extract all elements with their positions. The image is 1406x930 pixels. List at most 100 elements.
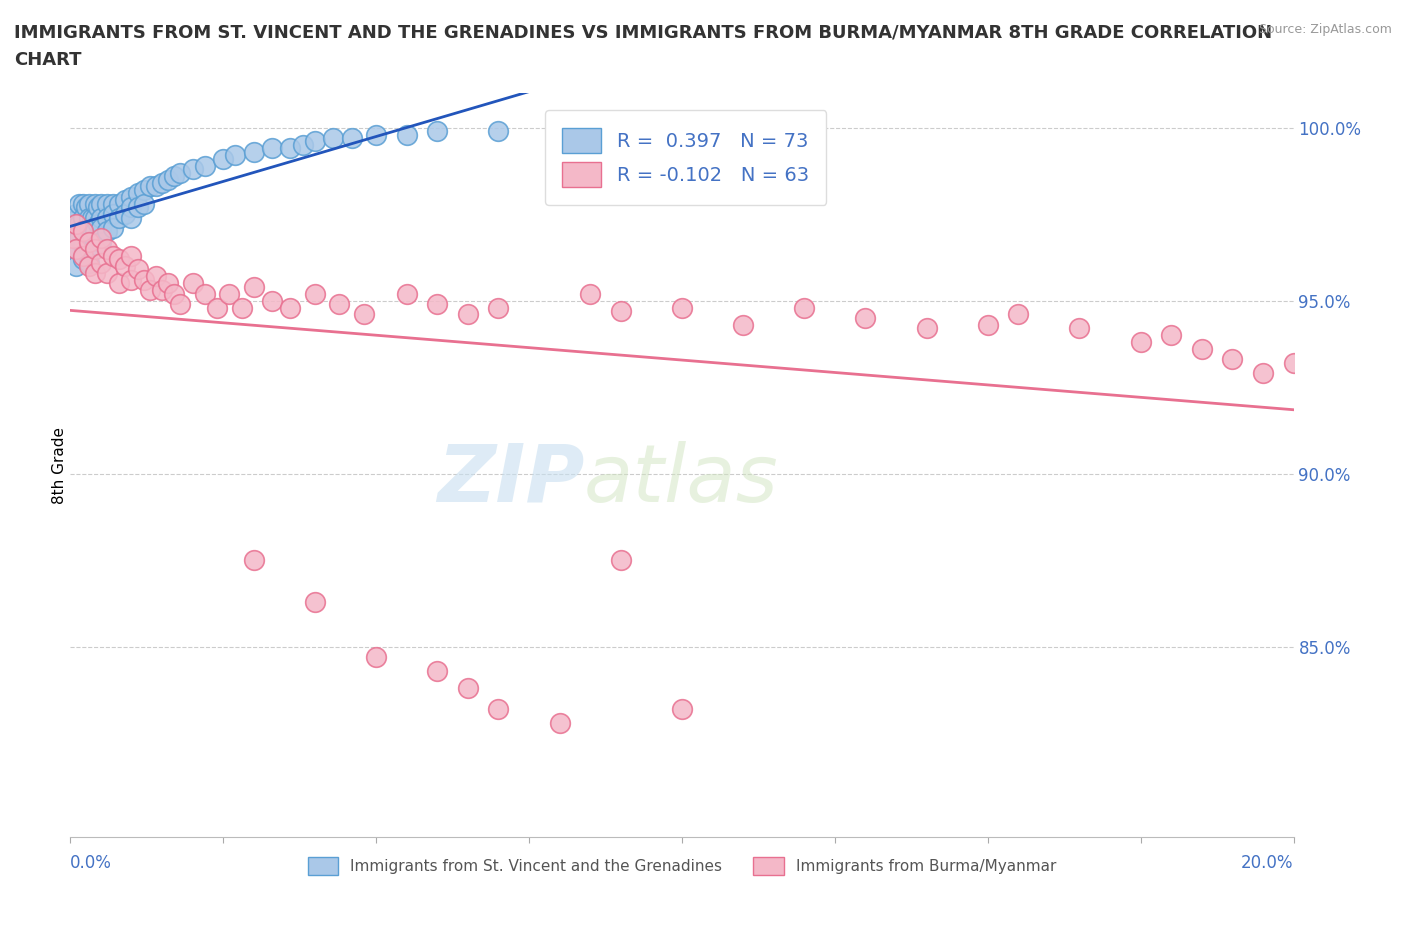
Point	[1344, 377, 1367, 392]
Point	[169, 297, 191, 312]
Point	[157, 276, 180, 291]
Point	[304, 594, 326, 609]
Point	[127, 262, 149, 277]
Point	[1007, 307, 1029, 322]
Point	[80, 228, 103, 243]
Point	[139, 283, 162, 298]
Point	[77, 234, 100, 249]
Point	[96, 224, 118, 239]
Point	[77, 259, 100, 273]
Point	[353, 307, 375, 322]
Point	[83, 241, 105, 256]
Point	[1313, 365, 1336, 380]
Point	[127, 200, 149, 215]
Point	[548, 715, 571, 730]
Text: 0.0%: 0.0%	[70, 855, 112, 872]
Point	[121, 248, 143, 263]
Point	[69, 231, 91, 246]
Point	[108, 252, 131, 267]
Point	[671, 300, 693, 315]
Point	[83, 210, 105, 225]
Point	[132, 196, 155, 211]
Point	[1191, 341, 1213, 356]
Point	[65, 241, 87, 256]
Text: CHART: CHART	[14, 51, 82, 69]
Point	[90, 210, 112, 225]
Point	[457, 307, 479, 322]
Point	[231, 300, 253, 315]
Point	[65, 206, 87, 221]
Text: 20.0%: 20.0%	[1241, 855, 1294, 872]
Point	[212, 152, 235, 166]
Point	[108, 196, 131, 211]
Point	[65, 259, 87, 273]
Point	[488, 701, 510, 716]
Point	[121, 200, 143, 215]
Point	[83, 224, 105, 239]
Point	[101, 196, 124, 211]
Point	[96, 210, 118, 225]
Text: atlas: atlas	[583, 441, 779, 519]
Text: ZIP: ZIP	[437, 441, 583, 519]
Point	[366, 650, 388, 665]
Text: IMMIGRANTS FROM ST. VINCENT AND THE GRENADINES VS IMMIGRANTS FROM BURMA/MYANMAR : IMMIGRANTS FROM ST. VINCENT AND THE GREN…	[14, 23, 1272, 41]
Point	[426, 297, 449, 312]
Point	[291, 138, 314, 153]
Point	[194, 158, 217, 173]
Point	[304, 286, 326, 301]
Point	[304, 134, 326, 149]
Point	[90, 220, 112, 235]
Point	[366, 127, 388, 142]
Point	[96, 265, 118, 280]
Point	[976, 317, 998, 332]
Point	[75, 200, 97, 215]
Point	[262, 293, 284, 308]
Point	[395, 286, 418, 301]
Point	[83, 196, 105, 211]
Point	[69, 217, 91, 232]
Point	[1251, 365, 1274, 380]
Point	[69, 196, 91, 211]
Point	[262, 141, 284, 156]
Point	[243, 144, 266, 159]
Point	[83, 238, 105, 253]
Point	[280, 300, 302, 315]
Point	[90, 255, 112, 270]
Point	[163, 286, 186, 301]
Point	[77, 231, 100, 246]
Point	[157, 172, 180, 187]
Point	[65, 241, 87, 256]
Point	[127, 186, 149, 201]
Point	[548, 124, 571, 139]
Point	[96, 196, 118, 211]
Point	[163, 168, 186, 183]
Point	[280, 141, 302, 156]
Point	[101, 220, 124, 235]
Point	[72, 210, 94, 225]
Point	[488, 300, 510, 315]
Point	[1069, 321, 1091, 336]
Point	[224, 148, 246, 163]
Point	[72, 248, 94, 263]
Point	[121, 272, 143, 287]
Y-axis label: 8th Grade: 8th Grade	[52, 427, 66, 503]
Point	[243, 552, 266, 567]
Point	[340, 130, 363, 145]
Point	[114, 206, 136, 221]
Point	[426, 663, 449, 678]
Point	[65, 224, 87, 239]
Point	[72, 196, 94, 211]
Point	[96, 241, 118, 256]
Point	[488, 124, 510, 139]
Point	[145, 179, 167, 193]
Point	[62, 214, 84, 229]
Point	[77, 241, 100, 256]
Point	[65, 217, 87, 232]
Point	[108, 276, 131, 291]
Point	[72, 252, 94, 267]
Point	[328, 297, 350, 312]
Point	[77, 255, 100, 270]
Point	[395, 127, 418, 142]
Point	[169, 166, 191, 180]
Point	[194, 286, 217, 301]
